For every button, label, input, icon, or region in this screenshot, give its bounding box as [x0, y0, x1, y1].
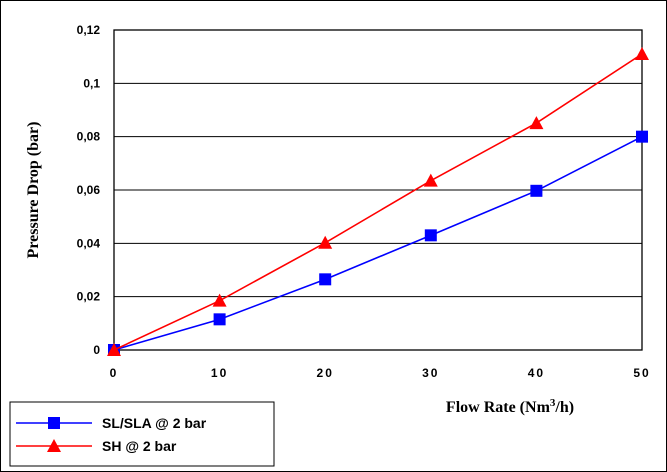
data-point	[635, 47, 649, 60]
x-axis-title: Flow Rate (Nm3/h)	[446, 397, 574, 416]
y-tick-labels: 0 0,02 0,04 0,06 0,08 0,1 0,12	[77, 23, 101, 357]
series-layer	[107, 47, 649, 356]
x-tick-label: 50	[633, 366, 650, 380]
x-tick-label: 10	[211, 366, 228, 380]
x-axis-title-tail: /h)	[554, 399, 574, 416]
data-point	[213, 313, 226, 326]
x-axis-title-superscript: 3	[550, 397, 556, 409]
data-point	[530, 184, 543, 197]
data-point	[318, 235, 333, 249]
legend-label-sl-sla: SL/SLA @ 2 bar	[102, 415, 207, 431]
y-tick-label: 0,12	[77, 23, 101, 37]
series-line	[113, 135, 643, 351]
data-point	[423, 173, 438, 187]
plot-area	[113, 29, 643, 351]
series-1	[107, 47, 649, 356]
legend-box	[9, 401, 275, 467]
x-axis-title-main: Flow Rate (Nm	[446, 399, 551, 416]
y-tick-label: 0,06	[77, 183, 101, 197]
y-tick-label: 0,02	[77, 290, 101, 304]
x-tick-label: 30	[422, 366, 439, 380]
data-point	[424, 229, 437, 242]
grid-lines	[114, 82, 642, 298]
series-line	[113, 53, 643, 351]
legend-marker-sl-sla	[48, 417, 60, 429]
legend-label-sh: SH @ 2 bar	[102, 438, 177, 454]
y-tick-label: 0,1	[83, 76, 100, 90]
data-point	[529, 116, 544, 130]
x-tick-label: 20	[317, 366, 334, 380]
data-point	[107, 343, 121, 356]
y-tick-label: 0,08	[77, 130, 101, 144]
y-tick-label: 0	[93, 343, 100, 357]
x-tick-labels: 0 10 20 30 40 50	[110, 366, 650, 380]
x-tick-label: 0	[110, 366, 119, 380]
legend-marker-sh	[47, 439, 61, 452]
data-point	[636, 130, 648, 143]
data-point	[212, 293, 227, 307]
x-tick-label: 40	[528, 366, 545, 380]
y-tick-label: 0,04	[77, 236, 101, 250]
legend: SL/SLA @ 2 bar SH @ 2 bar	[9, 401, 275, 467]
data-point	[319, 273, 332, 286]
y-axis-title: Pressure Drop (bar)	[25, 122, 42, 259]
